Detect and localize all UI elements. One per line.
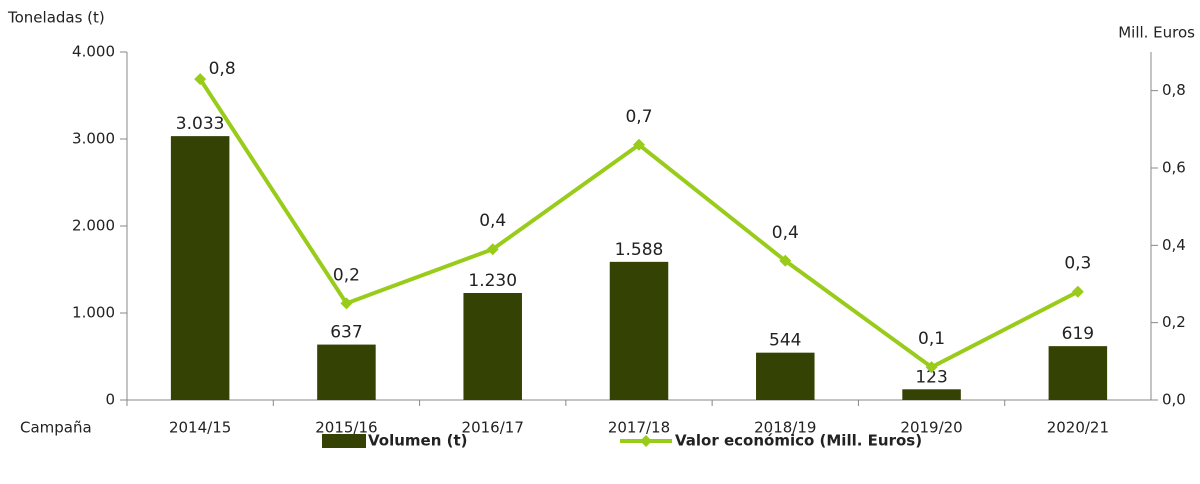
- x-tick-label: 2014/15: [169, 419, 231, 437]
- line-value-label: 0,4: [479, 211, 506, 231]
- line-marker: [779, 254, 792, 267]
- y2-tick-label: 0,6: [1162, 159, 1186, 177]
- bar: [902, 389, 961, 400]
- line-value-label: 0,4: [772, 223, 799, 243]
- line-marker: [486, 243, 499, 256]
- bar-value-label: 619: [1062, 324, 1094, 344]
- bar: [1048, 346, 1108, 400]
- bar-value-label: 637: [330, 323, 362, 343]
- y-tick-label: 0: [105, 391, 115, 409]
- bar: [317, 344, 376, 400]
- line-value-label: 0,7: [625, 107, 652, 127]
- bar: [463, 292, 522, 400]
- line-marker: [194, 73, 207, 86]
- x-tick-label: 2015/16: [315, 419, 377, 437]
- bar-value-label: 3.033: [176, 114, 225, 134]
- y2-tick-label: 0,2: [1162, 313, 1186, 331]
- x-tick-label: 2019/20: [900, 419, 962, 437]
- line-value-label: 0,2: [333, 265, 360, 285]
- y2-tick-label: 0,4: [1162, 236, 1186, 254]
- bar-value-label: 1.588: [615, 240, 664, 260]
- x-tick-label: 2016/17: [462, 419, 524, 437]
- line-marker: [1071, 285, 1084, 298]
- x-tick-label: 2017/18: [608, 419, 670, 437]
- bar-value-label: 123: [915, 367, 947, 387]
- legend-label: Volumen (t): [368, 432, 468, 450]
- line-value-label: 0,8: [209, 59, 236, 79]
- line-marker: [925, 361, 938, 374]
- line-value-label: 0,3: [1064, 254, 1091, 274]
- line-marker: [340, 297, 353, 310]
- line-value-label: 0,1: [918, 329, 945, 349]
- bar-value-label: 1.230: [468, 271, 517, 291]
- y-tick-label: 1.000: [72, 304, 115, 322]
- y2-tick-label: 0,8: [1162, 81, 1186, 99]
- x-tick-label: 2018/19: [754, 419, 816, 437]
- bar: [609, 261, 669, 400]
- y2-tick-label: 0,0: [1162, 391, 1186, 409]
- y2-axis-title: Mill. Euros: [1118, 24, 1195, 42]
- y-axis-title: Toneladas (t): [7, 9, 105, 27]
- bar: [170, 136, 230, 400]
- x-tick-label: 2020/21: [1047, 419, 1109, 437]
- bar-value-label: 544: [769, 331, 801, 351]
- legend-marker: [640, 435, 652, 447]
- y-tick-label: 4.000: [72, 43, 115, 61]
- legend-swatch: [322, 434, 366, 448]
- line-marker: [633, 138, 645, 151]
- bar: [756, 352, 815, 400]
- legend-label: Valor económico (Mill. Euros): [675, 432, 922, 450]
- y-tick-label: 3.000: [72, 130, 115, 148]
- x-axis-title: Campaña: [20, 419, 92, 437]
- y-tick-label: 2.000: [72, 217, 115, 235]
